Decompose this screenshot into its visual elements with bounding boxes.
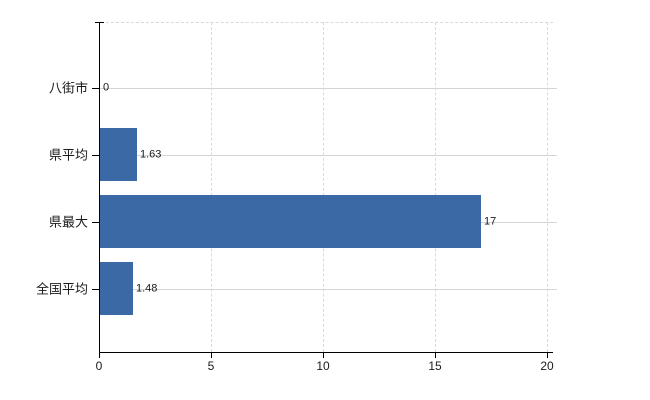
x-axis-tick <box>99 352 100 358</box>
category-tick <box>92 222 99 223</box>
category-label: 八街市 <box>48 80 88 96</box>
gridline-horizontal <box>99 88 557 89</box>
bar-value-label: 17 <box>484 215 497 228</box>
category-tick <box>92 155 99 156</box>
plot-top-border <box>101 22 553 23</box>
gridline-vertical <box>547 22 548 352</box>
gridline-vertical <box>323 22 324 352</box>
gridline-vertical <box>435 22 436 352</box>
category-tick <box>92 289 99 290</box>
gridline-horizontal <box>99 155 557 156</box>
x-axis-tick-label: 15 <box>428 359 442 373</box>
x-axis-tick-label: 20 <box>540 359 554 373</box>
y-axis-line <box>99 22 100 352</box>
x-axis-tick <box>211 352 212 358</box>
category-label: 全国平均 <box>35 281 88 297</box>
x-axis-tick-label: 10 <box>316 359 330 373</box>
x-axis-tick <box>323 352 324 358</box>
bar-value-label: 0 <box>103 81 110 94</box>
y-axis-top-cap <box>95 22 104 23</box>
category-label: 県最大 <box>48 214 88 230</box>
category-label: 県平均 <box>48 147 88 163</box>
bar <box>100 128 137 181</box>
gridline-horizontal <box>99 289 557 290</box>
x-axis-tick-label: 0 <box>95 359 103 373</box>
bar <box>100 262 133 315</box>
bar-value-label: 1.63 <box>140 148 162 161</box>
bar-value-label: 1.48 <box>136 282 158 295</box>
bar <box>100 195 481 248</box>
x-axis-tick <box>435 352 436 358</box>
x-axis-line <box>99 352 553 353</box>
category-tick <box>92 88 99 89</box>
x-axis-tick-label: 5 <box>207 359 215 373</box>
gridline-vertical <box>211 22 212 352</box>
x-axis-tick <box>547 352 548 358</box>
